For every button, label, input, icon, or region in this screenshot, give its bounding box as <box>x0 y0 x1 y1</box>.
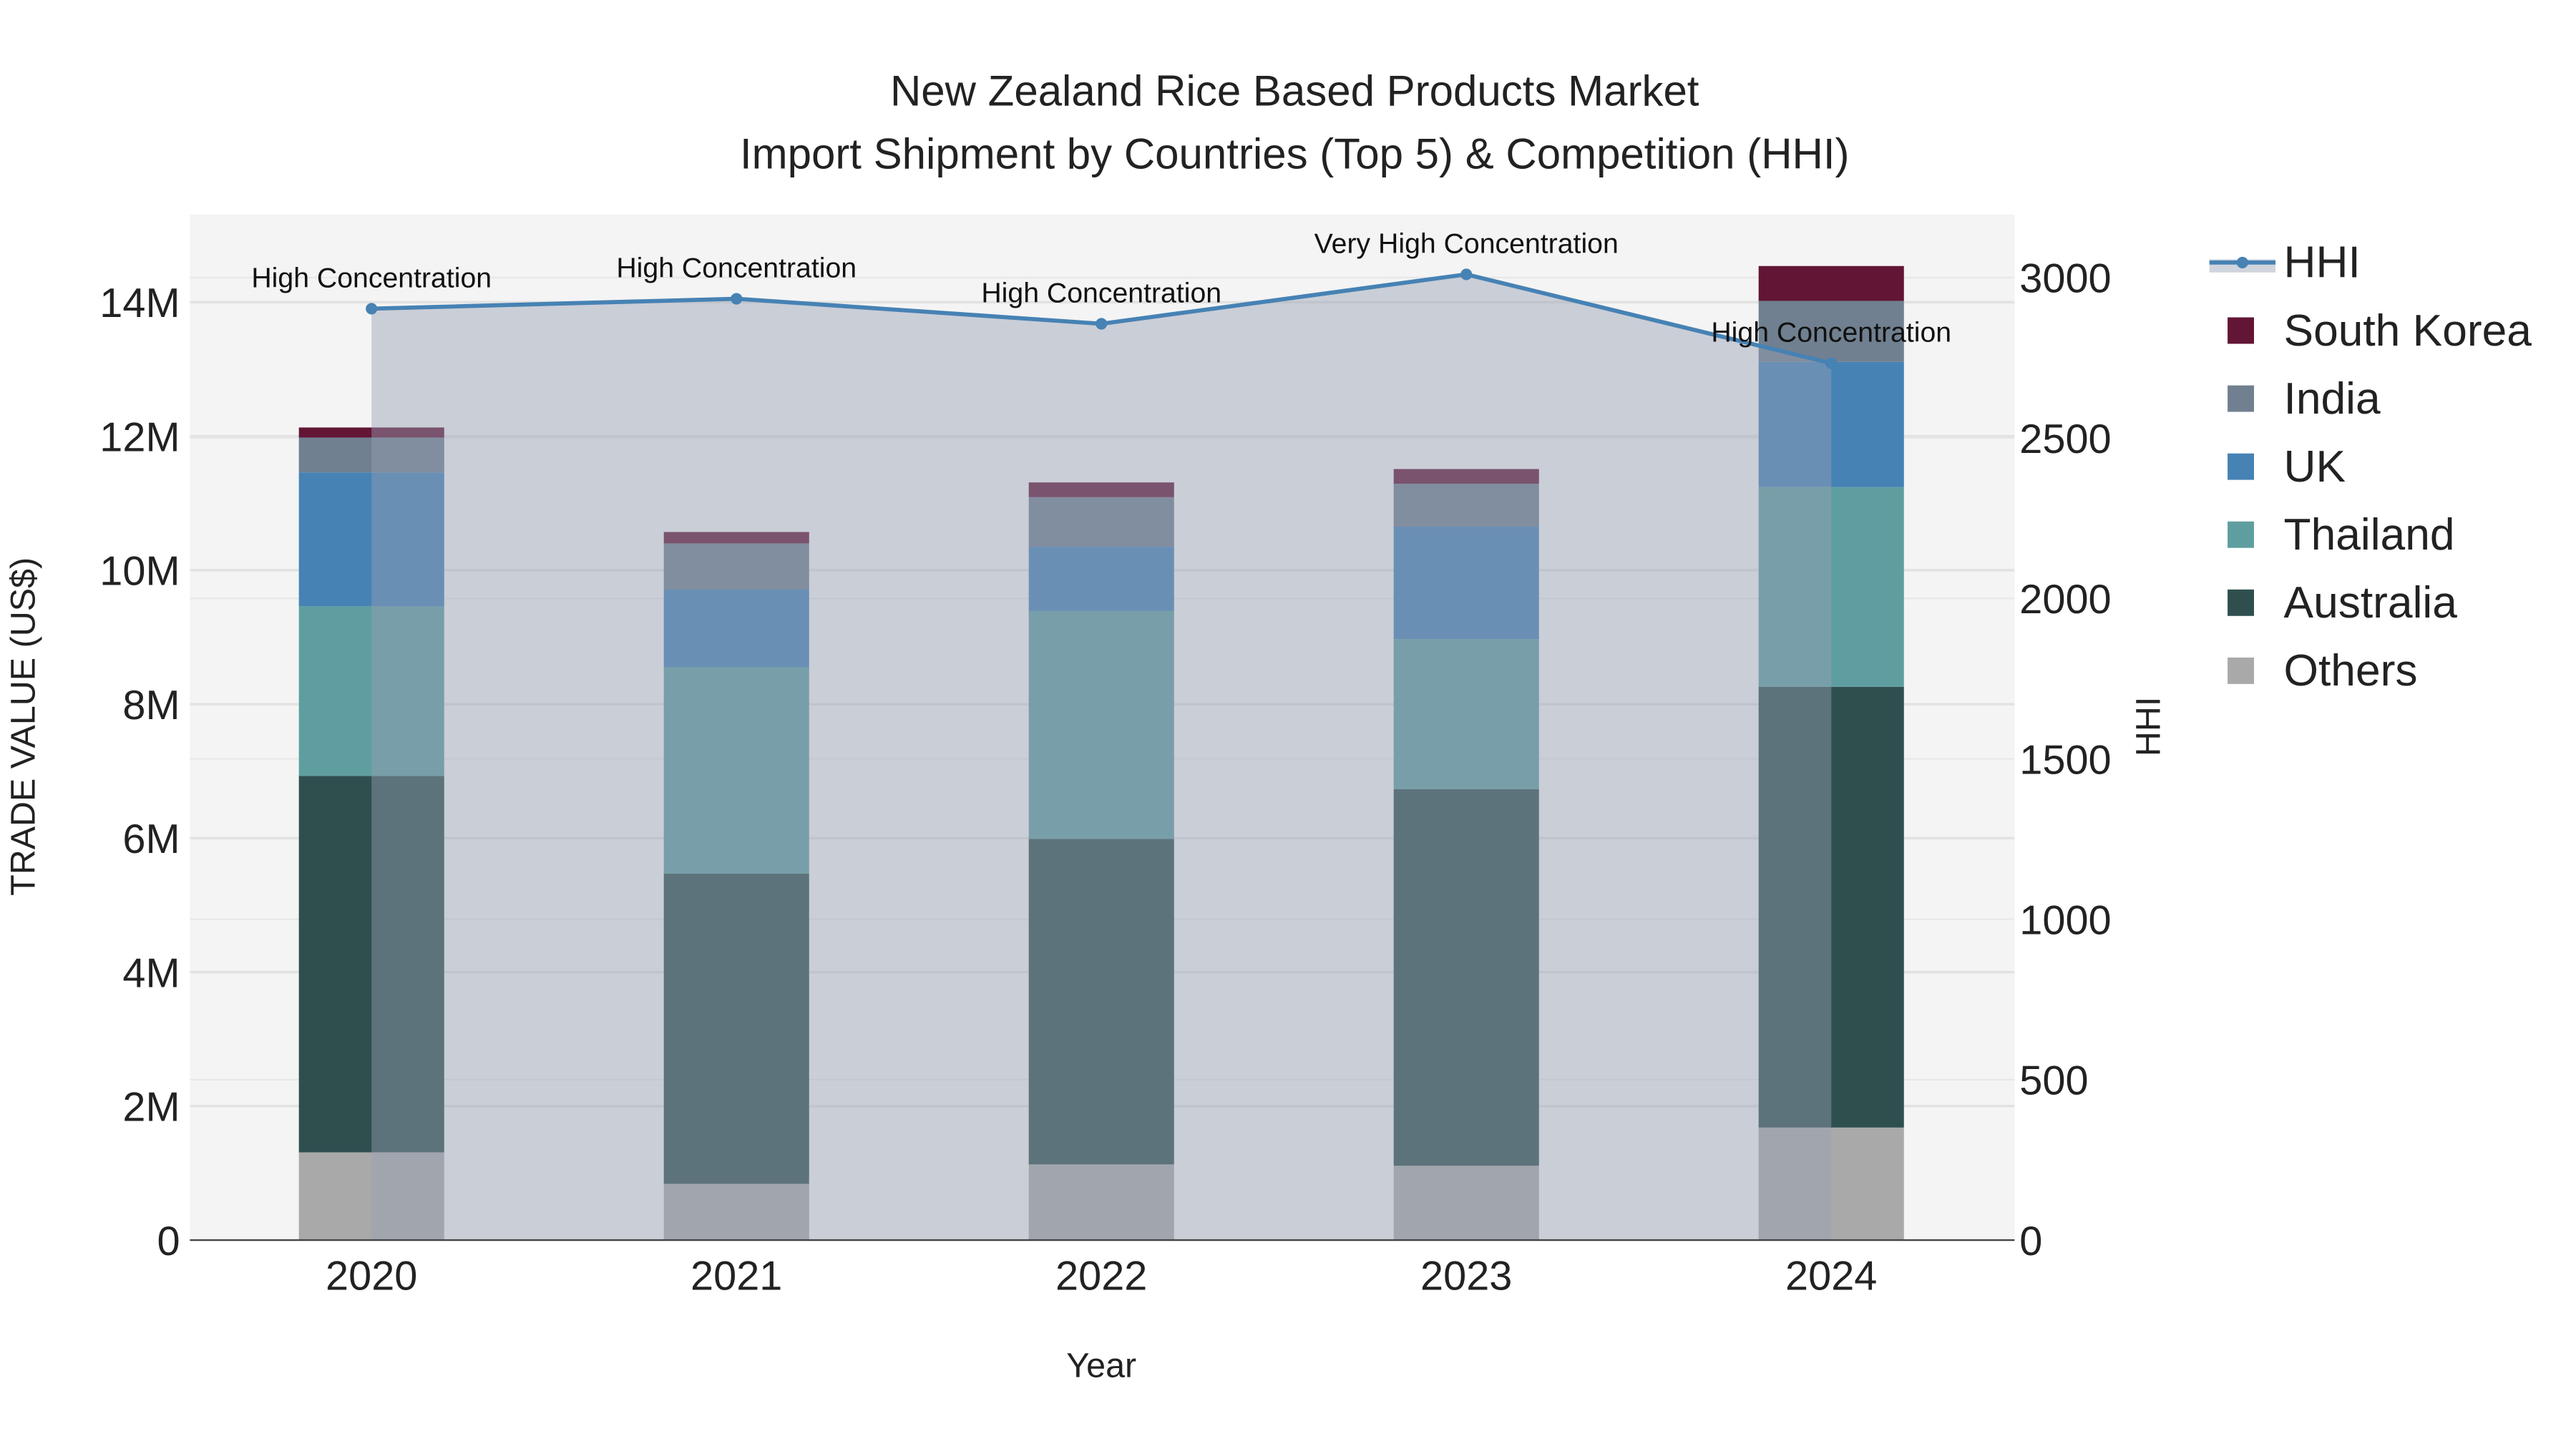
bar-thailand-2023 <box>1393 639 1539 789</box>
hhi-annotation: High Concentration <box>616 253 857 284</box>
legend-label: Others <box>2284 646 2418 696</box>
y2-tick-label: 1000 <box>2019 897 2111 943</box>
y-tick-label: 14M <box>99 280 180 326</box>
legend-label: South Korea <box>2284 306 2532 356</box>
x-tick-label: 2023 <box>1420 1253 1512 1299</box>
bar-australia-2024 <box>1758 686 1904 1128</box>
legend-swatch-australia <box>2228 589 2254 616</box>
x-tick-label: 2020 <box>326 1253 417 1299</box>
legend-label: UK <box>2284 442 2346 492</box>
chart-title-line1: New Zealand Rice Based Products Market <box>890 67 1699 115</box>
bar-india-2020 <box>298 437 444 473</box>
bar-uk-2022 <box>1028 547 1174 611</box>
bar-australia-2021 <box>663 873 809 1184</box>
bar-india-2022 <box>1028 497 1174 547</box>
hhi-annotation: High Concentration <box>1711 317 1951 348</box>
bar-india-2023 <box>1393 484 1539 527</box>
hhi-annotation: High Concentration <box>251 262 492 293</box>
bar-others-2023 <box>1393 1166 1539 1241</box>
bar-australia-2022 <box>1028 839 1174 1165</box>
y2-tick-label: 2000 <box>2019 577 2111 623</box>
legend-swatch-uk <box>2228 453 2254 480</box>
y-tick-label: 12M <box>99 414 180 460</box>
bar-thailand-2024 <box>1758 487 1904 687</box>
bar-others-2022 <box>1028 1164 1174 1241</box>
bar-south-korea-2023 <box>1393 469 1539 484</box>
y2-tick-label: 500 <box>2019 1058 2088 1104</box>
hhi-point-2020 <box>366 303 378 315</box>
x-axis-label: Year <box>1066 1347 1136 1385</box>
bar-others-2020 <box>298 1152 444 1241</box>
bar-thailand-2022 <box>1028 610 1174 839</box>
hhi-point-2021 <box>731 293 743 305</box>
y2-axis-label: HHI <box>2129 697 2167 756</box>
hhi-point-2023 <box>1460 268 1473 280</box>
y2-axis-ticks: 0 500 1000 1500 2000 2500 3000 <box>2019 256 2111 1264</box>
y2-tick-label: 0 <box>2019 1219 2042 1264</box>
bar-south-korea-2021 <box>663 532 809 544</box>
y-tick-label: 4M <box>122 950 180 996</box>
legend-swatch-south-korea <box>2228 317 2254 344</box>
y-tick-label: 6M <box>122 816 180 862</box>
legend-swatch-others <box>2228 657 2254 684</box>
bar-south-korea-2020 <box>298 427 444 438</box>
y2-tick-label: 3000 <box>2019 256 2111 302</box>
legend: HHI South Korea India UK Thailand Australia Ot… <box>2209 238 2532 696</box>
bar-australia-2020 <box>298 776 444 1153</box>
bar-others-2024 <box>1758 1127 1904 1241</box>
y-tick-label: 10M <box>99 549 180 595</box>
legend-label: Thailand <box>2284 510 2455 560</box>
bar-india-2021 <box>663 543 809 590</box>
hhi-point-2022 <box>1096 318 1108 330</box>
legend-label: India <box>2284 374 2381 424</box>
y-axis-label: TRADE VALUE (US$) <box>4 557 42 896</box>
hhi-point-2024 <box>1825 357 1838 369</box>
y-tick-label: 0 <box>157 1219 180 1264</box>
x-tick-label: 2022 <box>1055 1253 1147 1299</box>
hhi-area <box>371 274 1832 1241</box>
bar-thailand-2020 <box>298 606 444 776</box>
bar-south-korea-2024 <box>1758 265 1904 301</box>
y2-tick-label: 2500 <box>2019 416 2111 462</box>
legend-label: HHI <box>2284 238 2361 288</box>
bar-thailand-2021 <box>663 667 809 874</box>
legend-swatch-hhi-marker <box>2236 256 2248 268</box>
legend-label: Australia <box>2284 578 2458 628</box>
bar-uk-2020 <box>298 472 444 607</box>
bar-uk-2023 <box>1393 526 1539 640</box>
bar-south-korea-2022 <box>1028 482 1174 497</box>
hhi-series: High Concentration High Concentration High… <box>251 228 1951 1241</box>
legend-swatch-thailand <box>2228 521 2254 548</box>
hhi-annotation: High Concentration <box>981 277 1221 308</box>
y2-tick-label: 1500 <box>2019 737 2111 783</box>
y-tick-label: 8M <box>122 683 180 728</box>
bar-uk-2024 <box>1758 361 1904 487</box>
x-tick-label: 2024 <box>1785 1253 1877 1299</box>
hhi-annotation: Very High Concentration <box>1314 228 1619 259</box>
bar-others-2021 <box>663 1184 809 1241</box>
x-tick-label: 2021 <box>691 1253 782 1299</box>
bar-uk-2021 <box>663 589 809 668</box>
y-tick-label: 2M <box>122 1085 180 1131</box>
chart-title-line2: Import Shipment by Countries (Top 5) & C… <box>740 130 1850 177</box>
y-axis-ticks: 0 2M 4M 6M 8M 10M 12M 14M <box>99 280 180 1264</box>
bar-australia-2023 <box>1393 789 1539 1166</box>
bars <box>298 265 1904 1241</box>
x-axis-ticks: 2020 2021 2022 2023 2024 <box>326 1253 1877 1299</box>
legend-swatch-india <box>2228 385 2254 412</box>
